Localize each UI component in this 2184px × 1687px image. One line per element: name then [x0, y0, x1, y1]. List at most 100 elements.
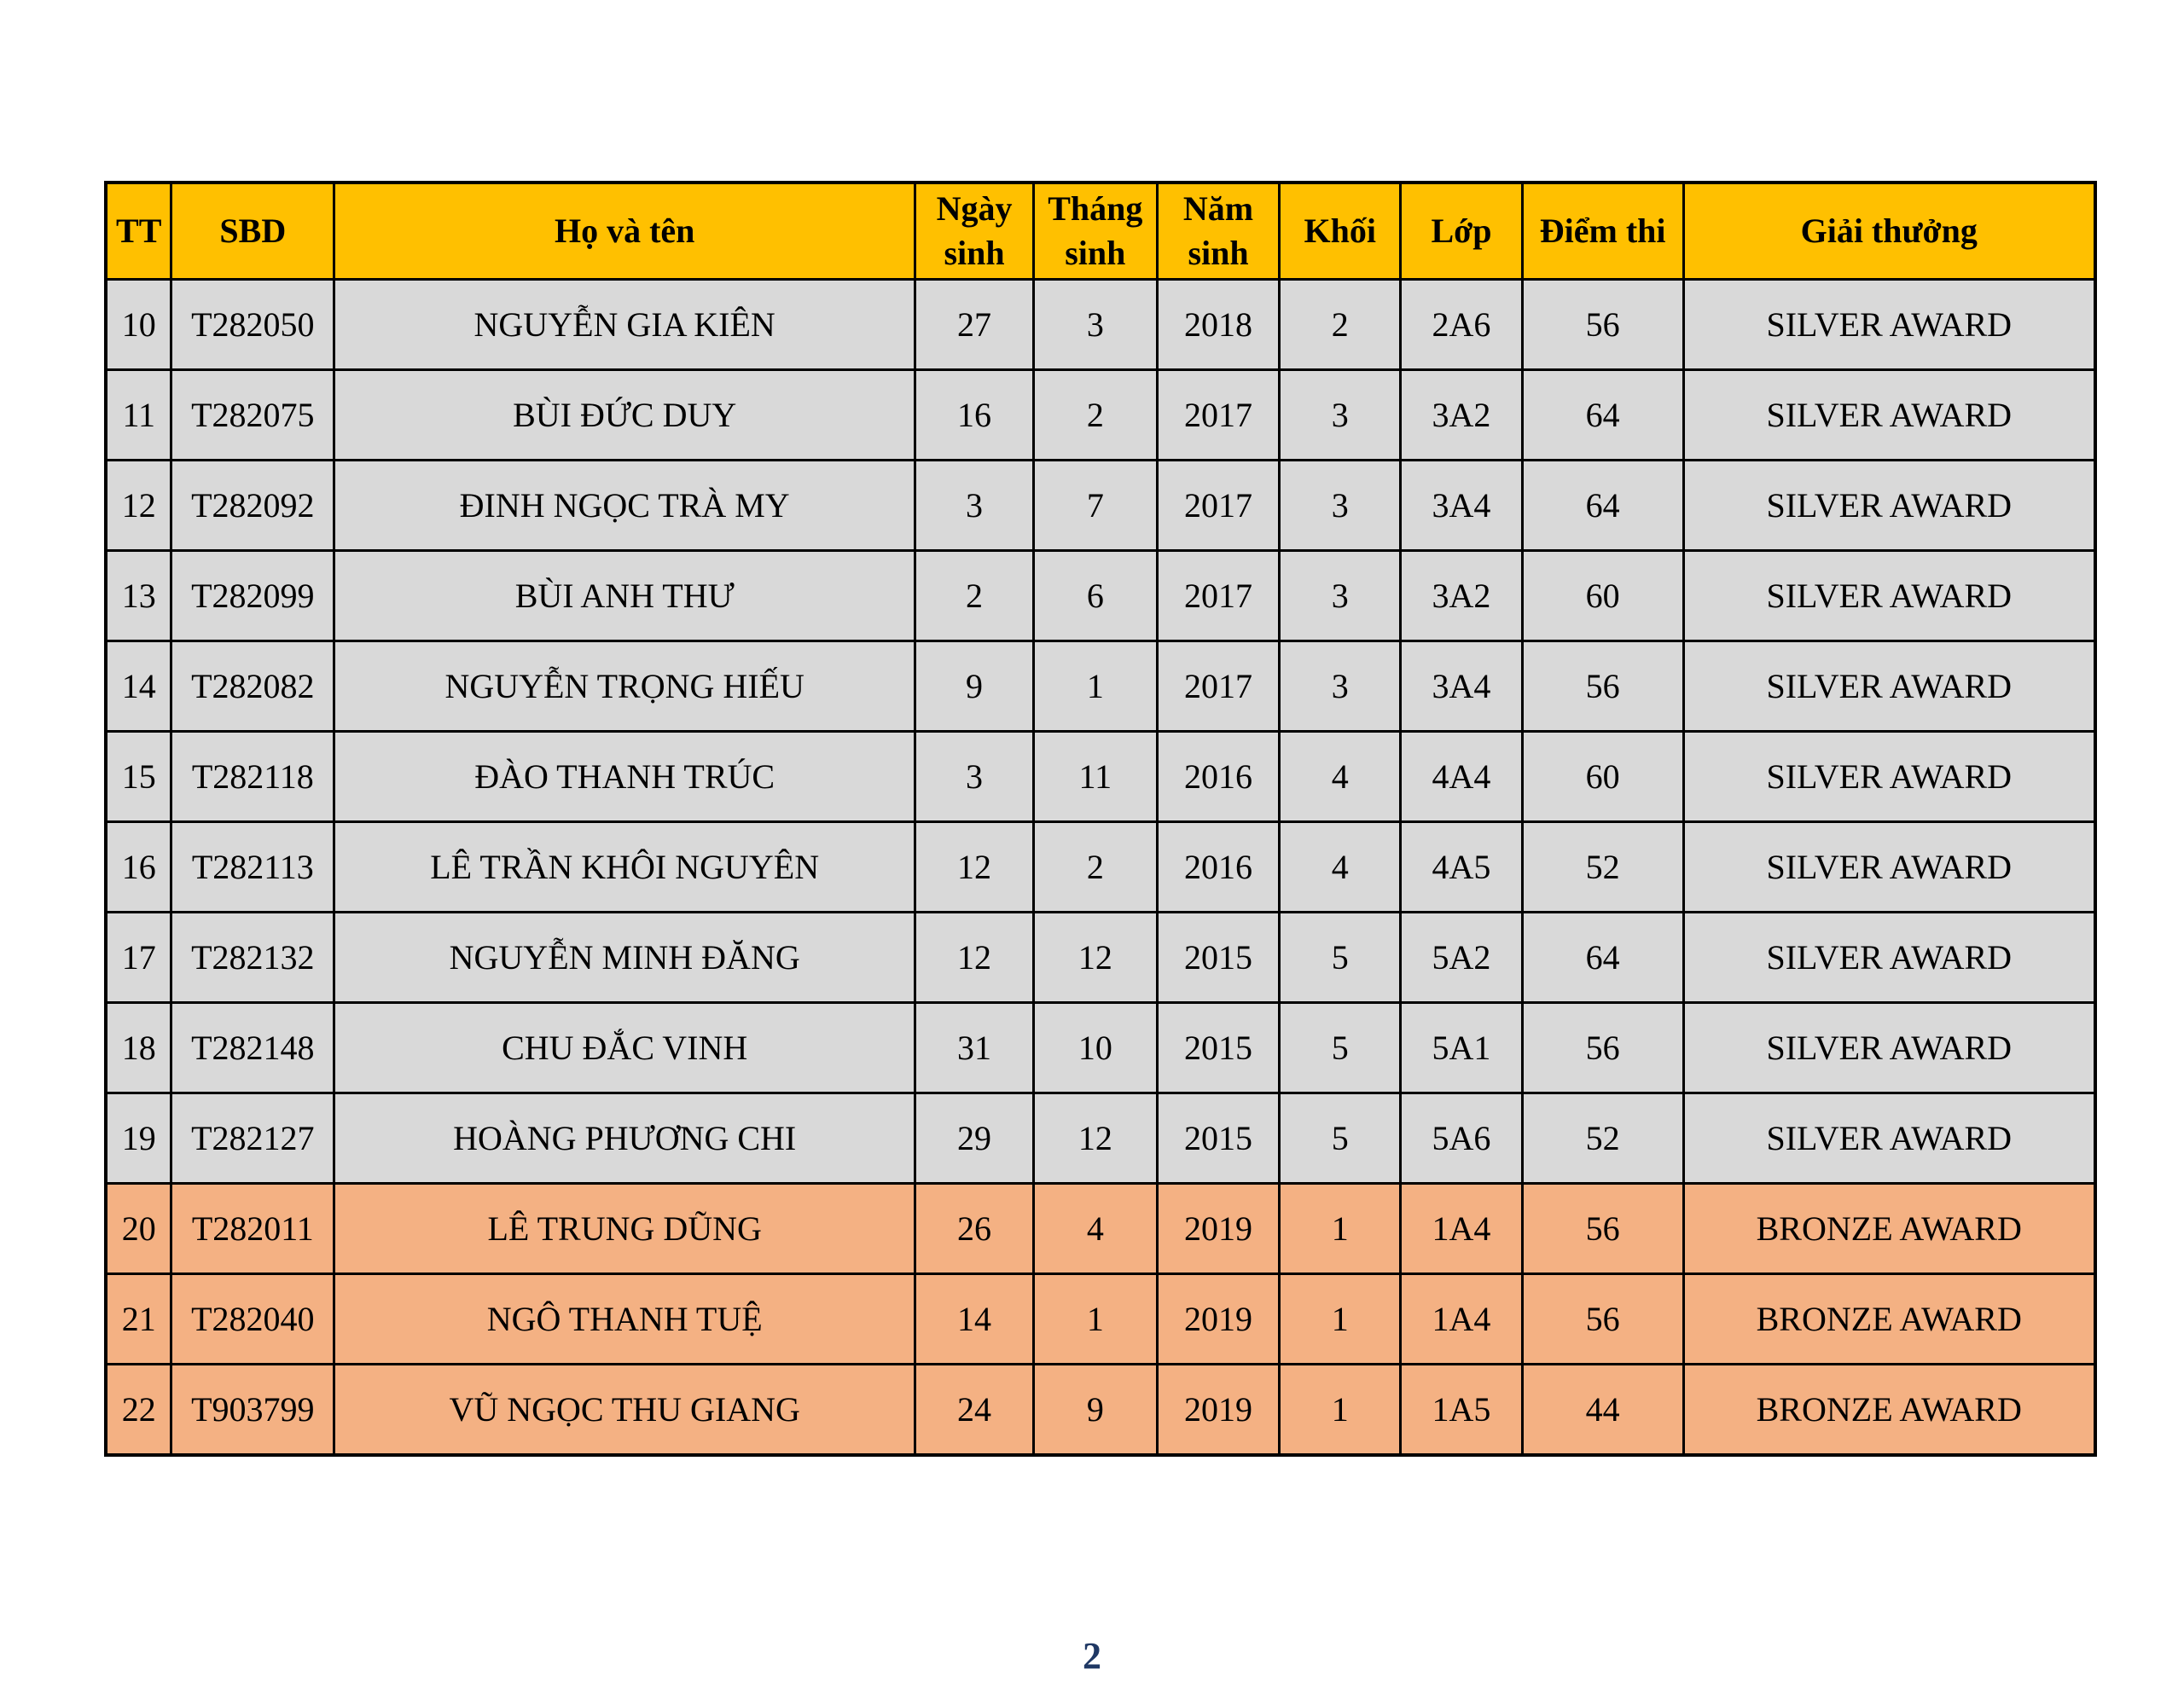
cell-award: SILVER AWARD	[1682, 820, 2097, 913]
cell-score: 60	[1520, 549, 1685, 642]
cell-award: SILVER AWARD	[1682, 640, 2097, 733]
cell-year: 2019	[1155, 1363, 1281, 1457]
cell-month: 6	[1031, 549, 1159, 642]
cell-sbd: T282113	[170, 820, 336, 913]
cell-day: 3	[914, 459, 1035, 552]
table-row: 18 T282148 CHU ĐẮC VINH 31 10 2015 5 5A1 56 SILVE…	[104, 1001, 2097, 1094]
cell-day: 24	[914, 1363, 1035, 1457]
cell-award: SILVER AWARD	[1682, 730, 2097, 823]
table-row: 19 T282127 HOÀNG PHƯƠNG CHI 29 12 2015 5 5A6 52 S…	[104, 1092, 2097, 1185]
cell-sbd: T282011	[170, 1182, 336, 1275]
cell-month: 2	[1031, 820, 1159, 913]
column-header-award: Giải thưởng	[1682, 181, 2097, 281]
cell-name: NGÔ THANH TUỆ	[333, 1272, 917, 1365]
cell-month: 1	[1031, 640, 1159, 733]
cell-lop: 1A4	[1399, 1272, 1524, 1365]
cell-lop: 3A2	[1399, 549, 1524, 642]
cell-day: 2	[914, 549, 1035, 642]
cell-tt: 15	[104, 730, 173, 823]
cell-lop: 5A6	[1399, 1092, 1524, 1185]
column-header-month: Tháng sinh	[1031, 181, 1159, 281]
column-header-tt: TT	[104, 181, 173, 281]
cell-khoi: 1	[1278, 1272, 1403, 1365]
cell-tt: 14	[104, 640, 173, 733]
cell-year: 2017	[1155, 368, 1281, 461]
cell-tt: 13	[104, 549, 173, 642]
cell-award: SILVER AWARD	[1682, 1092, 2097, 1185]
cell-score: 60	[1520, 730, 1685, 823]
cell-khoi: 3	[1278, 368, 1403, 461]
column-header-score: Điểm thi	[1520, 181, 1685, 281]
table-row: 14 T282082 NGUYỄN TRỌNG HIẾU 9 1 2017 3 3A4 56 SI…	[104, 640, 2097, 733]
cell-name: HOÀNG PHƯƠNG CHI	[333, 1092, 917, 1185]
cell-lop: 2A6	[1399, 278, 1524, 371]
cell-award: BRONZE AWARD	[1682, 1272, 2097, 1365]
column-header-lop: Lớp	[1399, 181, 1524, 281]
cell-month: 2	[1031, 368, 1159, 461]
table-row: 16 T282113 LÊ TRẦN KHÔI NGUYÊN 12 2 2016 4 4A5 5…	[104, 820, 2097, 913]
header-row: TT SBD Họ và tên Ngày sinh Tháng sinh Nă…	[104, 181, 2097, 281]
cell-khoi: 4	[1278, 820, 1403, 913]
cell-month: 10	[1031, 1001, 1159, 1094]
cell-khoi: 3	[1278, 459, 1403, 552]
cell-tt: 16	[104, 820, 173, 913]
cell-name: NGUYỄN TRỌNG HIẾU	[333, 640, 917, 733]
cell-score: 56	[1520, 640, 1685, 733]
cell-sbd: T282132	[170, 911, 336, 1004]
cell-year: 2016	[1155, 820, 1281, 913]
cell-name: LÊ TRẦN KHÔI NGUYÊN	[333, 820, 917, 913]
cell-score: 64	[1520, 911, 1685, 1004]
cell-award: SILVER AWARD	[1682, 459, 2097, 552]
cell-month: 11	[1031, 730, 1159, 823]
cell-lop: 5A2	[1399, 911, 1524, 1004]
cell-award: SILVER AWARD	[1682, 278, 2097, 371]
table-row: 15 T282118 ĐÀO THANH TRÚC 3 11 2016 4 4A4 60 SILV…	[104, 730, 2097, 823]
cell-award: SILVER AWARD	[1682, 549, 2097, 642]
cell-tt: 18	[104, 1001, 173, 1094]
cell-lop: 4A5	[1399, 820, 1524, 913]
cell-khoi: 2	[1278, 278, 1403, 371]
cell-year: 2019	[1155, 1272, 1281, 1365]
cell-score: 44	[1520, 1363, 1685, 1457]
cell-month: 12	[1031, 1092, 1159, 1185]
cell-day: 9	[914, 640, 1035, 733]
cell-sbd: T282092	[170, 459, 336, 552]
cell-lop: 4A4	[1399, 730, 1524, 823]
cell-name: VŨ NGỌC THU GIANG	[333, 1363, 917, 1457]
cell-name: ĐÀO THANH TRÚC	[333, 730, 917, 823]
cell-tt: 11	[104, 368, 173, 461]
cell-lop: 3A2	[1399, 368, 1524, 461]
table-row: 20 T282011 LÊ TRUNG DŨNG 26 4 2019 1 1A4 56 BRONZ…	[104, 1182, 2097, 1275]
cell-tt: 19	[104, 1092, 173, 1185]
cell-month: 1	[1031, 1272, 1159, 1365]
column-header-sbd: SBD	[170, 181, 336, 281]
cell-lop: 5A1	[1399, 1001, 1524, 1094]
cell-year: 2019	[1155, 1182, 1281, 1275]
table-row: 10 T282050 NGUYỄN GIA KIÊN 27 3 2018 2 2A6 56 SIL…	[104, 278, 2097, 371]
page-number: 2	[1083, 1635, 1101, 1677]
cell-day: 14	[914, 1272, 1035, 1365]
cell-month: 7	[1031, 459, 1159, 552]
cell-name: NGUYỄN GIA KIÊN	[333, 278, 917, 371]
cell-award: SILVER AWARD	[1682, 368, 2097, 461]
cell-score: 56	[1520, 1182, 1685, 1275]
cell-year: 2017	[1155, 549, 1281, 642]
cell-name: BÙI ĐỨC DUY	[333, 368, 917, 461]
table-row: 13 T282099 BÙI ANH THƯ 2 6 2017 3 3A2 60 SILVER A…	[104, 549, 2097, 642]
cell-day: 12	[914, 911, 1035, 1004]
cell-name: NGUYỄN MINH ĐĂNG	[333, 911, 917, 1004]
cell-score: 56	[1520, 1001, 1685, 1094]
cell-khoi: 5	[1278, 911, 1403, 1004]
cell-name: CHU ĐẮC VINH	[333, 1001, 917, 1094]
cell-score: 64	[1520, 368, 1685, 461]
cell-day: 31	[914, 1001, 1035, 1094]
cell-sbd: T282082	[170, 640, 336, 733]
cell-day: 27	[914, 278, 1035, 371]
cell-year: 2018	[1155, 278, 1281, 371]
cell-award: SILVER AWARD	[1682, 1001, 2097, 1094]
cell-year: 2016	[1155, 730, 1281, 823]
cell-sbd: T282148	[170, 1001, 336, 1094]
cell-name: LÊ TRUNG DŨNG	[333, 1182, 917, 1275]
cell-year: 2015	[1155, 1092, 1281, 1185]
cell-month: 12	[1031, 911, 1159, 1004]
